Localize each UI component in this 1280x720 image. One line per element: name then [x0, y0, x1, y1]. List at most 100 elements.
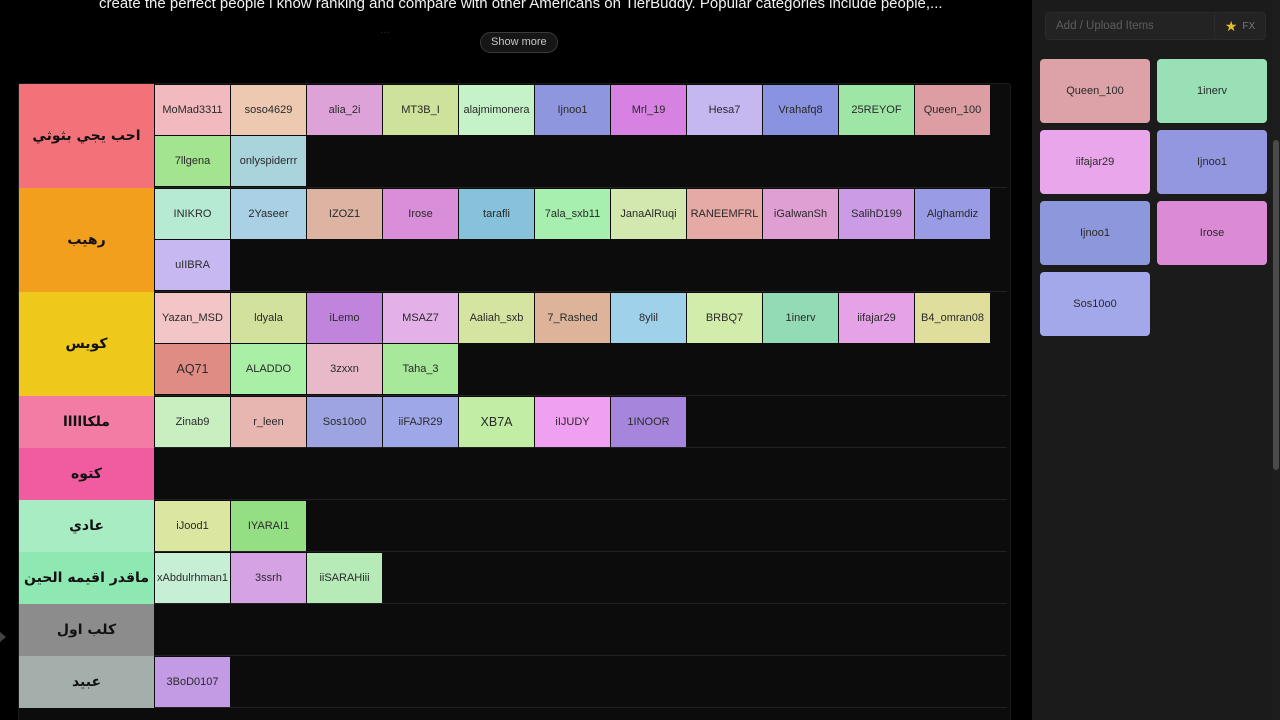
tier-label[interactable]: رهيب	[19, 188, 154, 292]
tier-label[interactable]: كويس	[19, 292, 154, 396]
tier-board: احب يجي بثوثي MoMad3311 soso4629 alia_2i MT3…	[18, 83, 1011, 720]
tier-item[interactable]: 8ylil	[611, 293, 686, 343]
pool-item[interactable]: Sos10o0	[1040, 272, 1150, 336]
tier-item[interactable]: iiFAJR29	[383, 397, 458, 447]
tier-item[interactable]: tarafli	[459, 189, 534, 239]
tier-label[interactable]: عادي	[19, 500, 154, 552]
tier-label[interactable]: ماقدر اقيمه الحين	[19, 552, 154, 604]
description-faded-line: ...	[380, 22, 391, 36]
description-section: create the perfect people i know ranking…	[0, 0, 1030, 80]
tier-items-dropzone[interactable]: 3BoD0107	[155, 656, 1007, 708]
tier-item[interactable]: 1inerv	[763, 293, 838, 343]
tier-item[interactable]: 1INOOR	[611, 397, 686, 447]
tier-item[interactable]: 7ala_sxb11	[535, 189, 610, 239]
tier-item[interactable]: Ijnoo1	[535, 85, 610, 135]
tier-label[interactable]: كلب اول	[19, 604, 154, 656]
tier-item[interactable]: Zinab9	[155, 397, 230, 447]
tier-item[interactable]: Queen_100	[915, 85, 990, 135]
tier-item[interactable]: MT3B_I	[383, 85, 458, 135]
tier-item[interactable]: 3BoD0107	[155, 657, 230, 707]
tier-label[interactable]: كتوه	[19, 448, 154, 500]
tier-item[interactable]: XB7A	[459, 397, 534, 447]
tier-item[interactable]: IYARAI1	[231, 501, 306, 551]
tier-item[interactable]: MoMad3311	[155, 85, 230, 135]
tier-item[interactable]: INIKRO	[155, 189, 230, 239]
tier-label[interactable]: احب يجي بثوثي	[19, 84, 154, 188]
tier-item[interactable]: 7llgena	[155, 136, 230, 186]
tier-item[interactable]: Sos10o0	[307, 397, 382, 447]
tier-item[interactable]: onlyspiderrr	[231, 136, 306, 186]
tier-items-dropzone[interactable]: Zinab9 r_leen Sos10o0 iiFAJR29 XB7A iIJUDY 1IN…	[155, 396, 1007, 448]
tier-item[interactable]: Alghamdiz	[915, 189, 990, 239]
tier-item[interactable]: SalihD199	[839, 189, 914, 239]
tier-item[interactable]: Aaliah_sxb	[459, 293, 534, 343]
tier-item[interactable]: iGalwanSh	[763, 189, 838, 239]
tier-items-dropzone[interactable]: INIKRO 2Yaseer IZOZ1 Irose tarafli 7ala_sxb11…	[155, 188, 1007, 292]
tier-item[interactable]: soso4629	[231, 85, 306, 135]
tier-item[interactable]: Vrahafq8	[763, 85, 838, 135]
tier-items-dropzone[interactable]: iJood1 IYARAI1	[155, 500, 1007, 552]
tier-row[interactable]: عبيد 3BoD0107	[19, 656, 1007, 708]
tier-item[interactable]: Yazan_MSD	[155, 293, 230, 343]
tier-item[interactable]: iiSARAHiii	[307, 553, 382, 603]
tier-item[interactable]: uIIBRA	[155, 240, 230, 290]
tier-row[interactable]: كتوه	[19, 448, 1007, 500]
tier-item[interactable]: ldyala	[231, 293, 306, 343]
tier-item[interactable]: alia_2i	[307, 85, 382, 135]
tier-row[interactable]: احب يجي بثوثي MoMad3311 soso4629 alia_2i MT3…	[19, 84, 1007, 188]
tier-row[interactable]: عادي iJood1 IYARAI1	[19, 500, 1007, 552]
fx-label: FX	[1242, 20, 1256, 32]
pool-item[interactable]: Queen_100	[1040, 59, 1150, 123]
pool-item[interactable]: iifajar29	[1040, 130, 1150, 194]
page-scrollbar-thumb[interactable]	[1273, 140, 1279, 470]
tier-items-dropzone[interactable]	[155, 604, 1007, 656]
add-upload-items-input[interactable]	[1045, 12, 1241, 40]
pool-item[interactable]: Ijnoo1	[1040, 201, 1150, 265]
pool-item[interactable]: Ijnoo1	[1157, 130, 1267, 194]
tier-label[interactable]: ملكااااا	[19, 396, 154, 448]
tier-item[interactable]: MSAZ7	[383, 293, 458, 343]
tier-item[interactable]: RANEEMFRL	[687, 189, 762, 239]
tier-item[interactable]: 25REYOF	[839, 85, 914, 135]
tier-item[interactable]: IZOZ1	[307, 189, 382, 239]
tier-items-dropzone[interactable]: MoMad3311 soso4629 alia_2i MT3B_I alajmimone…	[155, 84, 1007, 188]
tier-items-dropzone[interactable]	[155, 448, 1007, 500]
tier-row[interactable]: ماقدر اقيمه الحين xAbdulrhman1 3ssrh iiSARA…	[19, 552, 1007, 604]
tier-items-dropzone[interactable]: Yazan_MSD ldyala iLemo MSAZ7 Aaliah_sxb 7_Ras…	[155, 292, 1007, 396]
tier-item[interactable]: Irose	[383, 189, 458, 239]
tier-item[interactable]: iIJUDY	[535, 397, 610, 447]
tier-item[interactable]: iJood1	[155, 501, 230, 551]
tier-item[interactable]: r_leen	[231, 397, 306, 447]
collapse-arrow-icon[interactable]	[0, 632, 6, 642]
pool-item[interactable]: Irose	[1157, 201, 1267, 265]
tier-row[interactable]: كويس Yazan_MSD ldyala iLemo MSAZ7 Aaliah_sxb 7…	[19, 292, 1007, 396]
star-icon: ★	[1224, 17, 1238, 34]
tier-item[interactable]: JanaAlRuqi	[611, 189, 686, 239]
tier-item[interactable]: ALADDO	[231, 344, 306, 394]
tier-row[interactable]: ملكااااا Zinab9 r_leen Sos10o0 iiFAJR29 XB7A i…	[19, 396, 1007, 448]
tier-item[interactable]: Hesa7	[687, 85, 762, 135]
show-more-button[interactable]: Show more	[480, 32, 558, 53]
tier-item[interactable]: 7_Rashed	[535, 293, 610, 343]
tier-items-dropzone[interactable]: xAbdulrhman1 3ssrh iiSARAHiii	[155, 552, 1007, 604]
tier-item[interactable]: 3zxxn	[307, 344, 382, 394]
fx-button[interactable]: ★ FX	[1214, 12, 1266, 40]
tier-row[interactable]: رهيب INIKRO 2Yaseer IZOZ1 Irose tarafli 7ala_s…	[19, 188, 1007, 292]
tier-item[interactable]: iifajar29	[839, 293, 914, 343]
description-text: create the perfect people i know ranking…	[99, 0, 943, 12]
tier-item[interactable]: iLemo	[307, 293, 382, 343]
item-pool-sidebar: ★ FX Queen_1001inerviifajar29Ijnoo1Ijnoo…	[1032, 0, 1280, 720]
tier-item[interactable]: Taha_3	[383, 344, 458, 394]
tier-label[interactable]: عبيد	[19, 656, 154, 708]
pool-item[interactable]: 1inerv	[1157, 59, 1267, 123]
tier-item[interactable]: 3ssrh	[231, 553, 306, 603]
tier-item[interactable]: B4_omran08	[915, 293, 990, 343]
tier-item[interactable]: AQ71	[155, 344, 230, 394]
tier-item[interactable]: BRBQ7	[687, 293, 762, 343]
tier-item[interactable]: alajmimonera	[459, 85, 534, 135]
tier-item[interactable]: xAbdulrhman1	[155, 553, 230, 603]
tier-item[interactable]: Mrl_19	[611, 85, 686, 135]
tier-row[interactable]: كلب اول	[19, 604, 1007, 656]
tier-item[interactable]: 2Yaseer	[231, 189, 306, 239]
